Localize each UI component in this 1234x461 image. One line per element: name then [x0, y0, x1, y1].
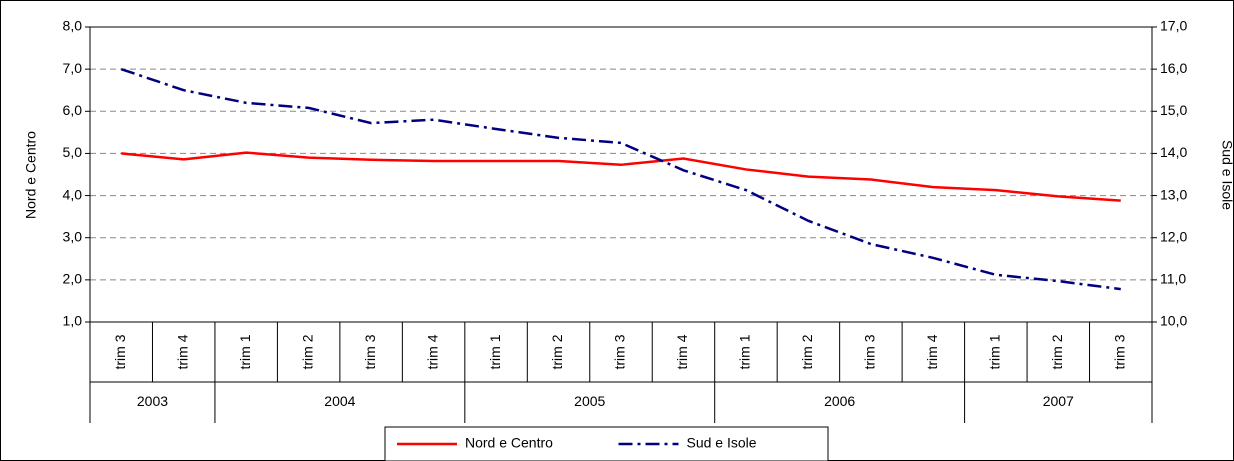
legend-box	[384, 426, 829, 461]
x-tick-label: trim 1	[987, 334, 1003, 369]
x-tick-label: trim 2	[549, 334, 565, 369]
group-label: 2005	[574, 393, 605, 409]
y2-axis-title: Sud e Isole	[1219, 140, 1234, 210]
y2-tick-label: 17,0	[1160, 18, 1187, 34]
x-tick-label: trim 2	[1049, 334, 1065, 369]
y-axis-title: Nord e Centro	[23, 131, 39, 219]
legend-label: Nord e Centro	[465, 435, 553, 451]
y2-tick-label: 14,0	[1160, 144, 1187, 160]
y-tick-label: 7,0	[63, 60, 83, 76]
series-line	[121, 151, 1121, 202]
legend-label: Sud e Isole	[687, 435, 757, 451]
y-tick-label: 2,0	[63, 271, 83, 287]
y2-tick-label: 12,0	[1160, 228, 1187, 244]
x-tick-label: trim 3	[862, 334, 878, 369]
y-tick-label: 5,0	[63, 144, 83, 160]
y-tick-label: 4,0	[63, 186, 83, 202]
series-line	[120, 67, 1121, 291]
y-tick-label: 8,0	[63, 18, 83, 34]
group-label: 2003	[137, 393, 168, 409]
y2-tick-label: 13,0	[1160, 186, 1187, 202]
x-tick-label: trim 4	[674, 334, 690, 369]
x-tick-label: trim 2	[299, 334, 315, 369]
y-tick-label: 1,0	[63, 313, 83, 329]
group-label: 2006	[824, 393, 855, 409]
x-tick-label: trim 3	[612, 334, 628, 369]
x-tick-label: trim 4	[924, 334, 940, 369]
y2-tick-label: 11,0	[1160, 271, 1186, 287]
y-tick-label: 3,0	[63, 228, 83, 244]
y2-tick-label: 16,0	[1160, 60, 1187, 76]
x-tick-label: trim 1	[237, 334, 253, 369]
group-label: 2007	[1043, 393, 1074, 409]
x-tick-label: trim 1	[487, 334, 503, 369]
group-label: 2004	[324, 393, 355, 409]
y2-tick-label: 15,0	[1160, 102, 1187, 118]
y2-tick-label: 10,0	[1160, 313, 1187, 329]
x-tick-label: trim 4	[174, 334, 190, 369]
plot-frame	[89, 26, 1153, 323]
y-tick-label: 6,0	[63, 102, 83, 118]
x-tick-label: trim 1	[737, 334, 753, 369]
x-tick-label: trim 3	[1111, 334, 1127, 369]
x-tick-label: trim 2	[799, 334, 815, 369]
x-tick-label: trim 4	[424, 334, 440, 369]
x-tick-label: trim 3	[112, 334, 128, 369]
x-tick-label: trim 3	[362, 334, 378, 369]
